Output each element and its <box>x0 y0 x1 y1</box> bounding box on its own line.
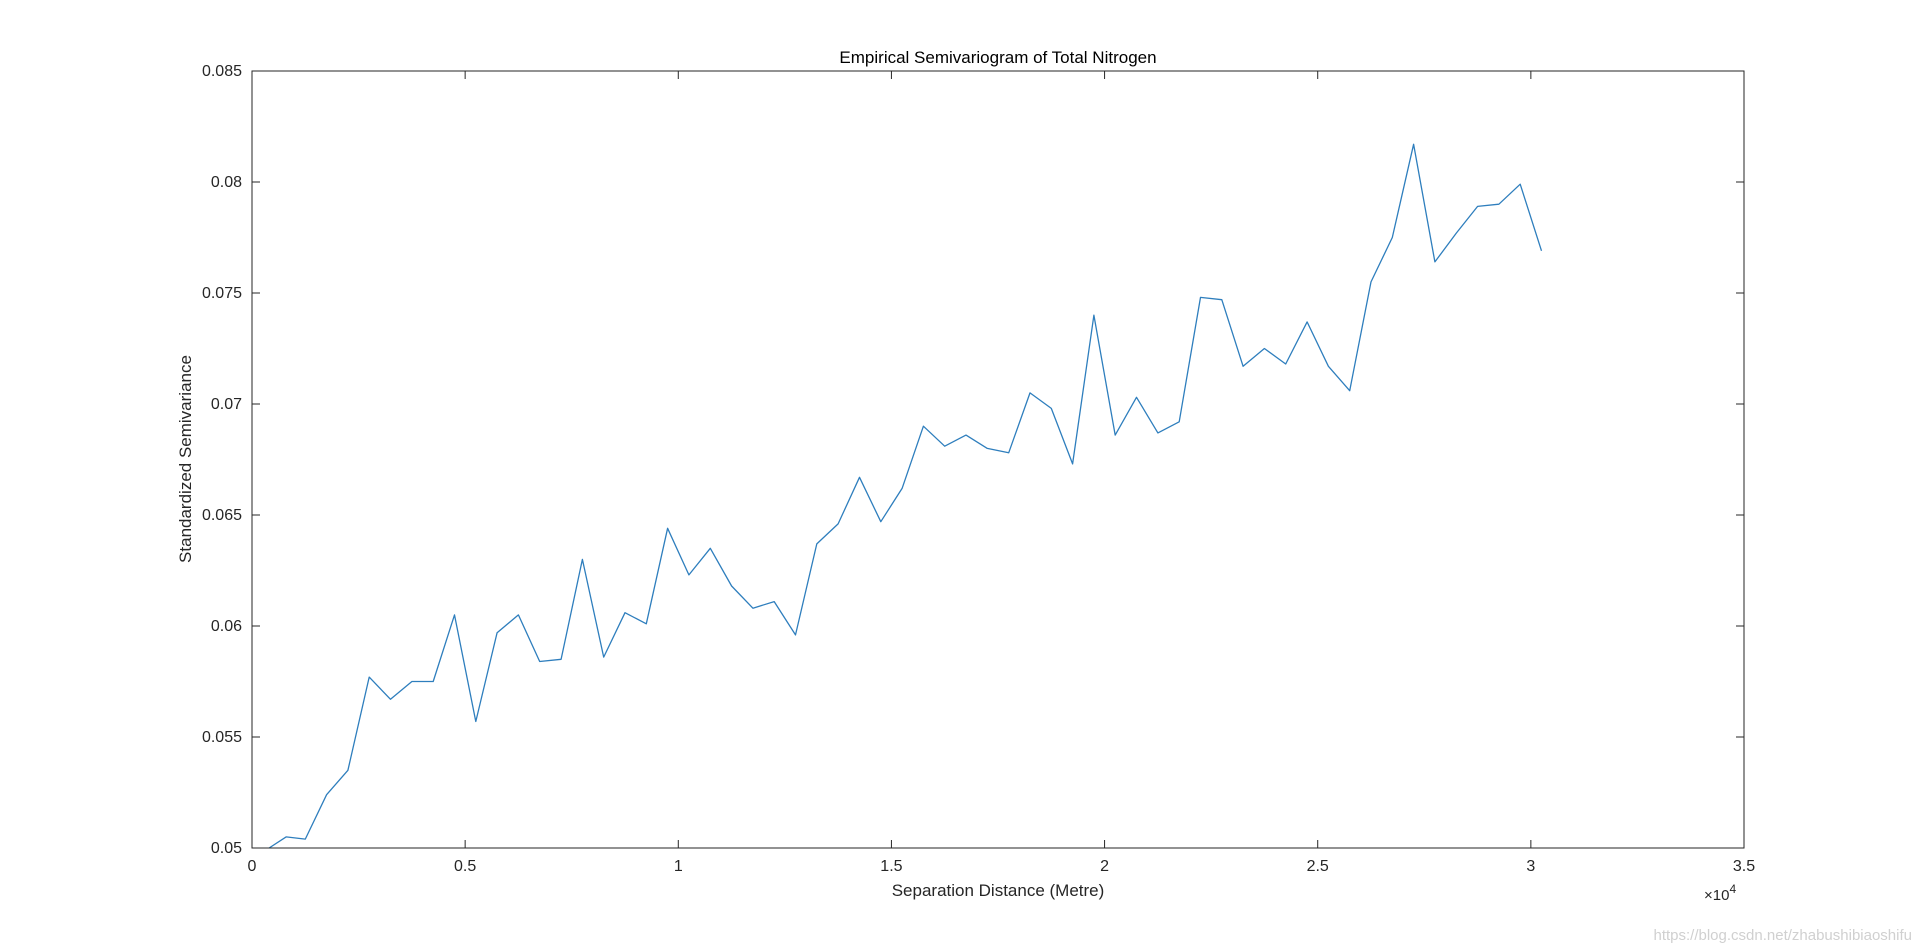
plot-area <box>252 71 1744 848</box>
data-point <box>708 546 712 550</box>
data-point <box>836 522 840 526</box>
data-point <box>1113 433 1117 437</box>
data-point <box>559 657 563 661</box>
data-point <box>367 675 371 679</box>
x-tick-label: 3 <box>1526 858 1535 875</box>
data-point <box>1092 313 1096 317</box>
data-point <box>964 433 968 437</box>
y-tick-label: 0.05 <box>211 840 242 857</box>
data-point <box>666 526 670 530</box>
data-point <box>1390 236 1394 240</box>
y-tick-label: 0.075 <box>202 285 242 302</box>
y-axis-label: Standardized Semivariance <box>176 355 195 563</box>
data-point <box>1028 391 1032 395</box>
chart-title: Empirical Semivariogram of Total Nitroge… <box>839 48 1156 67</box>
y-tick-label: 0.085 <box>202 63 242 80</box>
x-axis-exponent: ×104 <box>1704 882 1736 904</box>
data-point <box>495 631 499 635</box>
data-point <box>1071 462 1075 466</box>
x-tick-label: 0.5 <box>454 858 476 875</box>
data-layer <box>268 142 1544 849</box>
data-point <box>943 444 947 448</box>
data-point <box>1518 182 1522 186</box>
data-point <box>1326 364 1330 368</box>
y-tick-label: 0.08 <box>211 174 242 191</box>
data-point <box>538 660 542 664</box>
data-point <box>1305 320 1309 324</box>
data-point <box>453 613 457 617</box>
x-axis-label: Separation Distance (Metre) <box>892 881 1105 900</box>
y-tick-label: 0.055 <box>202 729 242 746</box>
data-point <box>1497 202 1501 206</box>
data-point <box>687 573 691 577</box>
data-point <box>751 606 755 610</box>
data-point <box>730 584 734 588</box>
ticks-layer: 0 0.5 1 1.5 2 2.5 3 3.5 0.05 0.055 0.06 0.065 0.07 0.… <box>202 63 1755 875</box>
data-point <box>900 486 904 490</box>
data-point <box>284 835 288 839</box>
data-point <box>644 622 648 626</box>
data-point <box>1135 395 1139 399</box>
data-point <box>1049 406 1053 410</box>
y-tick-label: 0.07 <box>211 396 242 413</box>
data-point <box>772 600 776 604</box>
data-point <box>921 424 925 428</box>
y-tick-label: 0.065 <box>202 507 242 524</box>
data-point <box>858 475 862 479</box>
data-point <box>1454 231 1458 235</box>
data-point <box>879 520 883 524</box>
data-point <box>1007 451 1011 455</box>
watermark: https://blog.csdn.net/zhabushibiaoshifu <box>1653 927 1912 944</box>
data-point <box>1262 347 1266 351</box>
series-line <box>268 143 1543 849</box>
data-point <box>602 655 606 659</box>
data-point <box>794 633 798 637</box>
x-tick-label: 0 <box>248 858 257 875</box>
x-tick-label: 2 <box>1100 858 1109 875</box>
data-point <box>1220 298 1224 302</box>
data-point <box>389 697 393 701</box>
data-point <box>325 793 329 797</box>
data-point <box>1369 280 1373 284</box>
data-point <box>1348 389 1352 393</box>
data-point <box>1156 431 1160 435</box>
x-axis-exponent-power: 4 <box>1729 882 1736 896</box>
data-point <box>580 557 584 561</box>
data-point <box>516 613 520 617</box>
data-point <box>1177 420 1181 424</box>
data-point <box>1284 362 1288 366</box>
data-point <box>1540 249 1544 253</box>
axes-box <box>251 70 1745 849</box>
data-point <box>431 680 435 684</box>
data-point <box>303 837 307 841</box>
data-point <box>1476 204 1480 208</box>
data-point <box>1241 364 1245 368</box>
x-axis-exponent-base: ×10 <box>1704 887 1729 904</box>
x-tick-label: 3.5 <box>1733 858 1755 875</box>
y-tick-label: 0.06 <box>211 618 242 635</box>
x-tick-label: 1.5 <box>880 858 902 875</box>
data-point <box>985 446 989 450</box>
data-point <box>1412 142 1416 146</box>
x-tick-label: 2.5 <box>1307 858 1329 875</box>
x-tick-label: 1 <box>674 858 683 875</box>
data-point <box>815 542 819 546</box>
data-point <box>1433 260 1437 264</box>
data-point <box>1199 295 1203 299</box>
data-point <box>623 611 627 615</box>
data-point <box>410 680 414 684</box>
data-point <box>346 768 350 772</box>
data-point <box>474 720 478 724</box>
